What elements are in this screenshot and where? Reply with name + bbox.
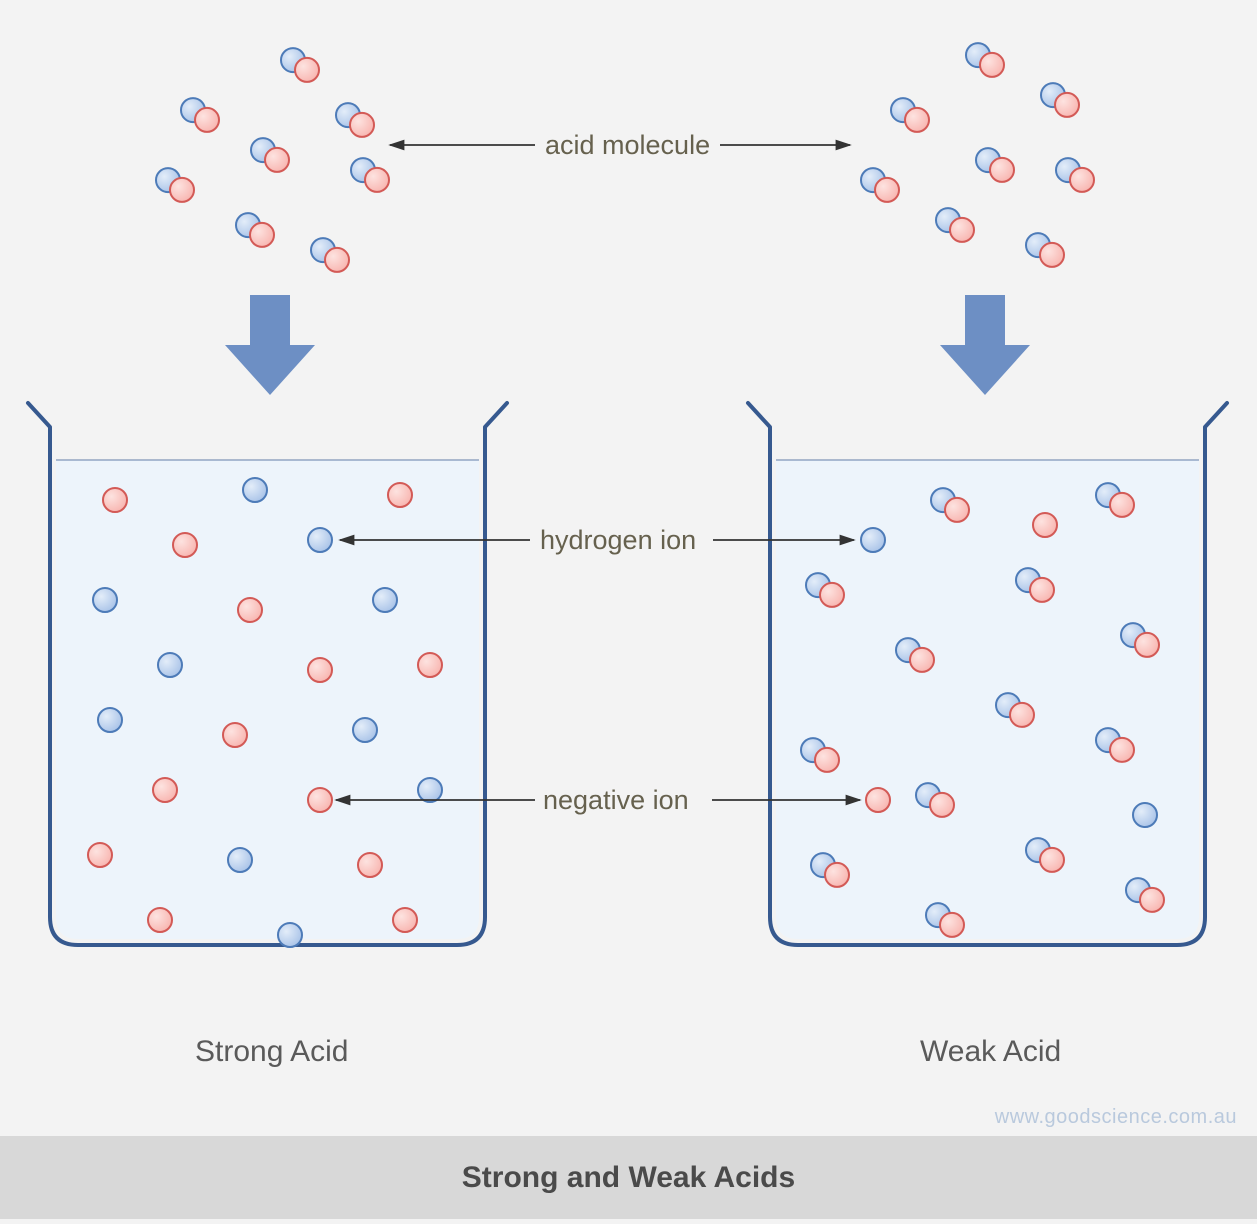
footer-title: Strong and Weak Acids (462, 1161, 795, 1195)
label-negative-ion: negative ion (543, 785, 689, 816)
label-weak-acid: Weak Acid (920, 1035, 1061, 1069)
label-strong-acid: Strong Acid (195, 1035, 348, 1069)
diagram-svg (0, 0, 1257, 1219)
diagram-canvas: acid molecule hydrogen ion negative ion … (0, 0, 1257, 1219)
watermark: www.goodscience.com.au (995, 1106, 1237, 1129)
label-acid-molecule: acid molecule (545, 130, 710, 161)
label-hydrogen-ion: hydrogen ion (540, 525, 696, 556)
footer: Strong and Weak Acids (0, 1136, 1257, 1219)
